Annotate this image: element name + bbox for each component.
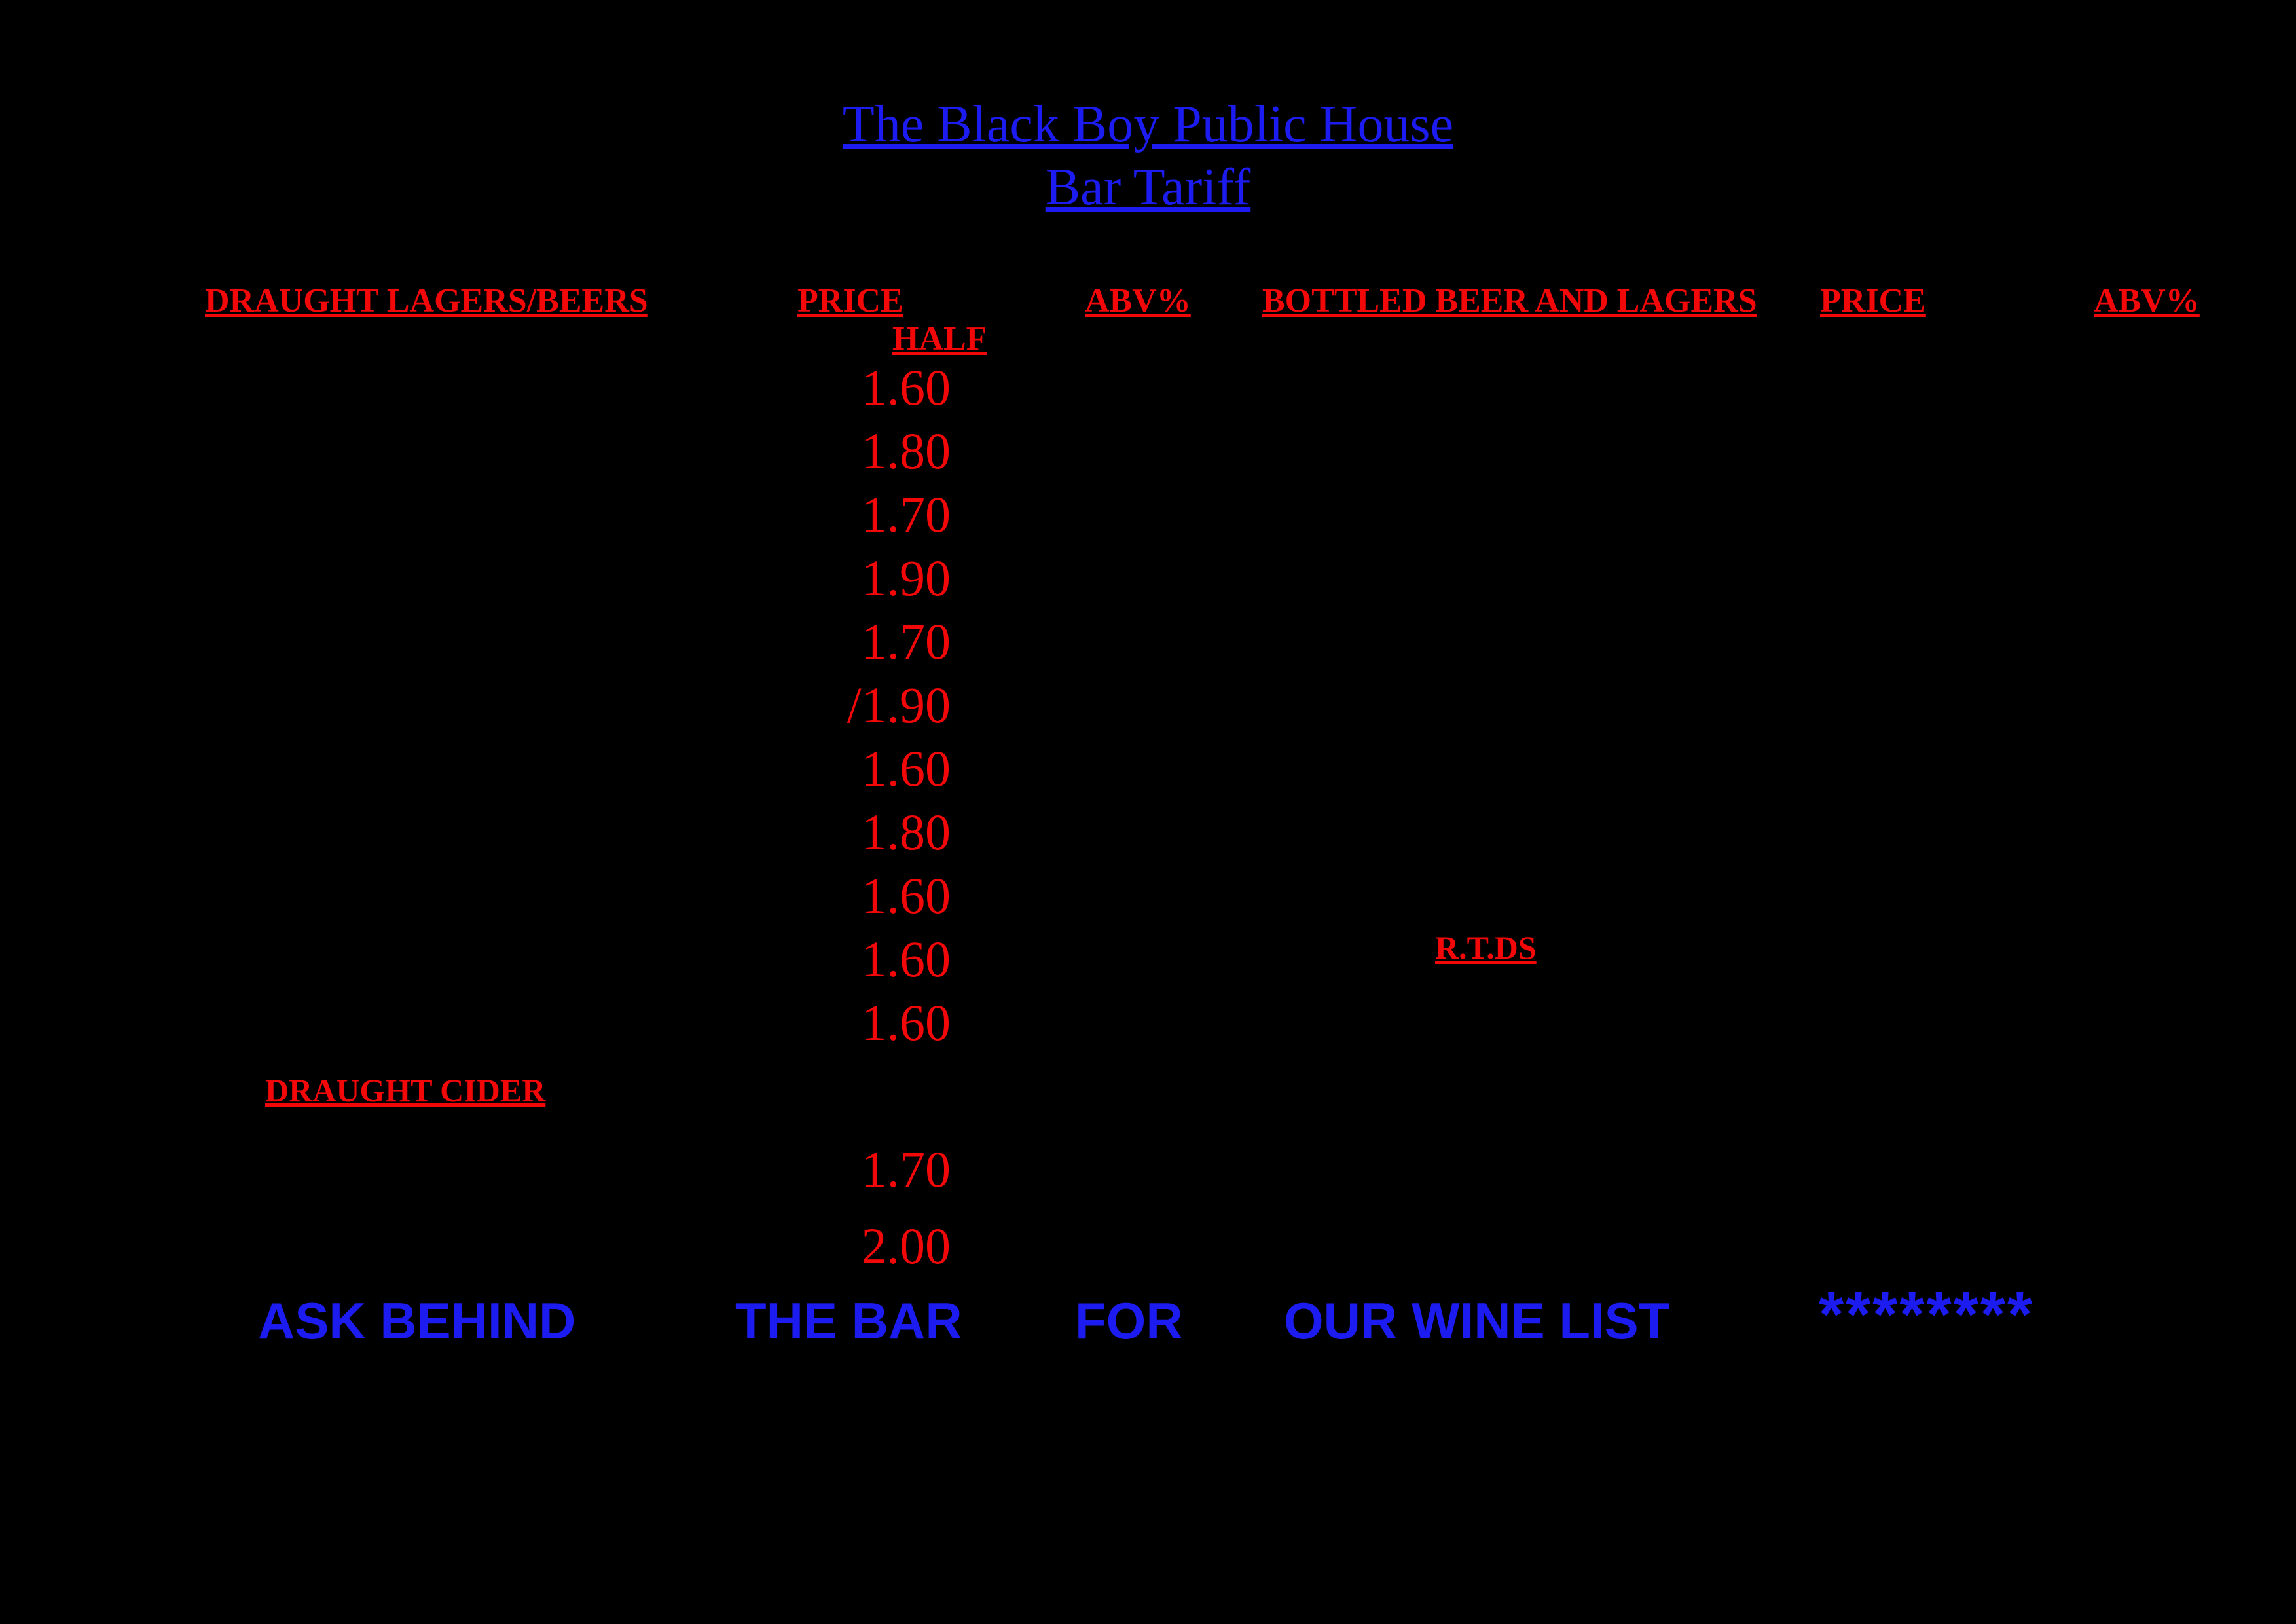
page-subtitle: Bar Tariff [1045, 158, 1251, 216]
half-price-value: 1.80 [861, 422, 951, 479]
page-title: The Black Boy Public House [842, 96, 1454, 153]
column-header-bottled-beer-lagers: BOTTLED BEER AND LAGERS [1262, 282, 1757, 320]
half-price-value: 1.70 [861, 486, 951, 543]
column-header-abv-left: ABV% [1085, 282, 1191, 320]
half-price-value: 1.80 [861, 803, 951, 860]
cider-price-value: 1.70 [861, 1141, 951, 1198]
footer-our-wine-list: OUR WINE LIST [1284, 1292, 1670, 1350]
half-price-value: 1.60 [861, 994, 951, 1051]
column-header-price-right: PRICE [1820, 282, 1926, 320]
footer-stars-decoration: ******** [1819, 1278, 2035, 1350]
half-price-value: 1.60 [861, 740, 951, 797]
half-price-value: 1.70 [861, 613, 951, 670]
half-price-value: 1.60 [861, 359, 951, 416]
half-price-value: 1.90 [861, 549, 951, 606]
price-unit-half-label: HALF [892, 320, 987, 358]
half-price-value: 1.60 [861, 931, 951, 987]
column-header-abv-right: ABV% [2094, 282, 2200, 320]
footer-the-bar: THE BAR [735, 1292, 962, 1350]
draught-cider-section-label: DRAUGHT CIDER [265, 1072, 546, 1109]
footer-for: FOR [1075, 1292, 1183, 1350]
rtds-section-label: R.T.DS [1435, 929, 1537, 966]
cider-price-value: 2.00 [861, 1217, 951, 1274]
footer-ask-behind: ASK BEHIND [258, 1292, 576, 1350]
half-price-value: 1.60 [861, 867, 951, 924]
half-price-value: /1.90 [847, 676, 951, 733]
column-header-price-left: PRICE [797, 282, 903, 320]
column-header-draught-lagers-beers: DRAUGHT LAGERS/BEERS [205, 282, 648, 320]
